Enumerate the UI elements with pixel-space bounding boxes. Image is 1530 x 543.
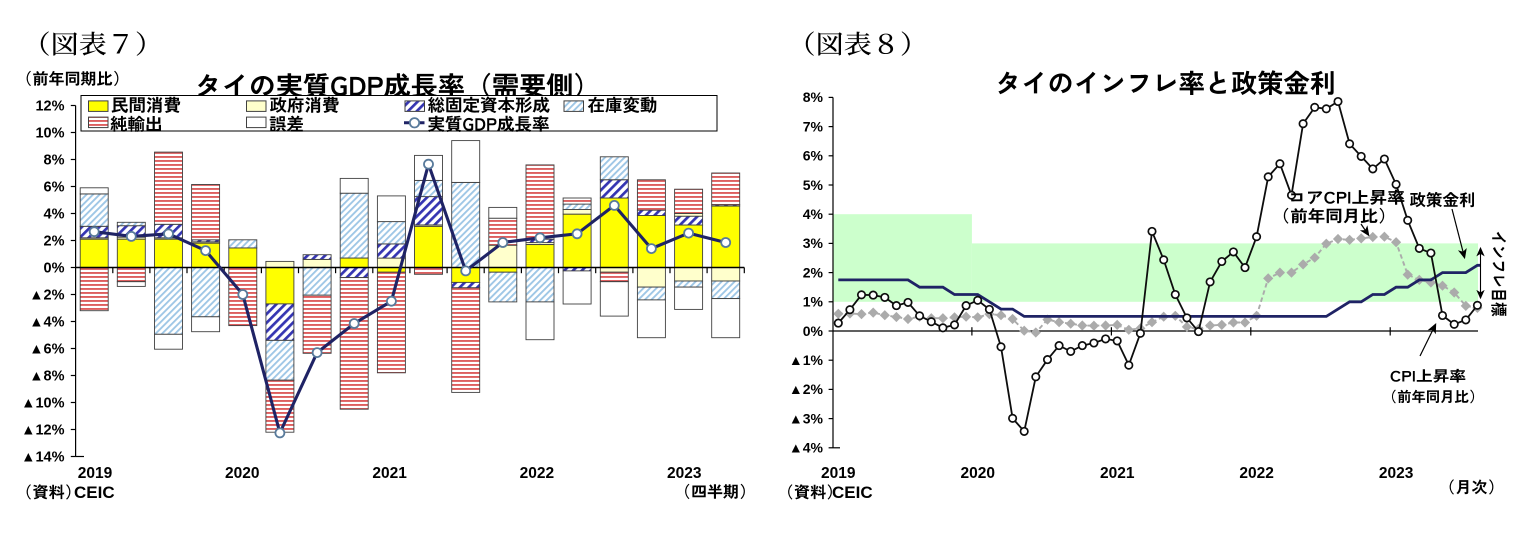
svg-text:0%: 0% — [803, 323, 824, 339]
svg-text:▲12%: ▲12% — [21, 423, 64, 439]
svg-text:10%: 10% — [35, 126, 64, 142]
svg-text:2020: 2020 — [225, 465, 259, 482]
svg-text:2023: 2023 — [1379, 465, 1414, 482]
svg-text:1%: 1% — [803, 294, 824, 310]
svg-text:2022: 2022 — [1239, 465, 1273, 482]
svg-text:5%: 5% — [803, 177, 824, 193]
svg-text:▲4%: ▲4% — [789, 440, 824, 456]
svg-text:2%: 2% — [803, 264, 824, 280]
svg-text:2021: 2021 — [372, 465, 407, 482]
svg-text:6%: 6% — [803, 148, 824, 164]
svg-text:6%: 6% — [44, 180, 65, 196]
svg-text:▲10%: ▲10% — [21, 396, 64, 412]
svg-text:8%: 8% — [803, 89, 824, 105]
svg-text:CEIC: CEIC — [74, 483, 115, 502]
svg-text:▲2%: ▲2% — [789, 381, 824, 397]
svg-text:2%: 2% — [44, 234, 65, 250]
svg-text:8%: 8% — [44, 153, 65, 169]
svg-text:2022: 2022 — [520, 465, 554, 482]
svg-text:2020: 2020 — [960, 465, 994, 482]
svg-text:2023: 2023 — [667, 465, 702, 482]
svg-text:▲3%: ▲3% — [789, 410, 824, 426]
svg-text:▲6%: ▲6% — [29, 342, 64, 358]
svg-text:CEIC: CEIC — [832, 483, 873, 502]
svg-text:7%: 7% — [803, 118, 824, 134]
svg-text:▲2%: ▲2% — [29, 288, 64, 304]
svg-text:12%: 12% — [35, 99, 64, 115]
svg-text:2019: 2019 — [78, 465, 113, 482]
svg-text:4%: 4% — [803, 206, 824, 222]
svg-text:4%: 4% — [44, 207, 65, 223]
svg-text:▲1%: ▲1% — [789, 352, 824, 368]
svg-text:2021: 2021 — [1100, 465, 1135, 482]
svg-text:▲8%: ▲8% — [29, 369, 64, 385]
svg-text:2019: 2019 — [821, 465, 856, 482]
svg-text:3%: 3% — [803, 235, 824, 251]
svg-text:▲4%: ▲4% — [29, 315, 64, 331]
svg-text:▲14%: ▲14% — [21, 450, 64, 466]
svg-text:0%: 0% — [44, 261, 65, 277]
